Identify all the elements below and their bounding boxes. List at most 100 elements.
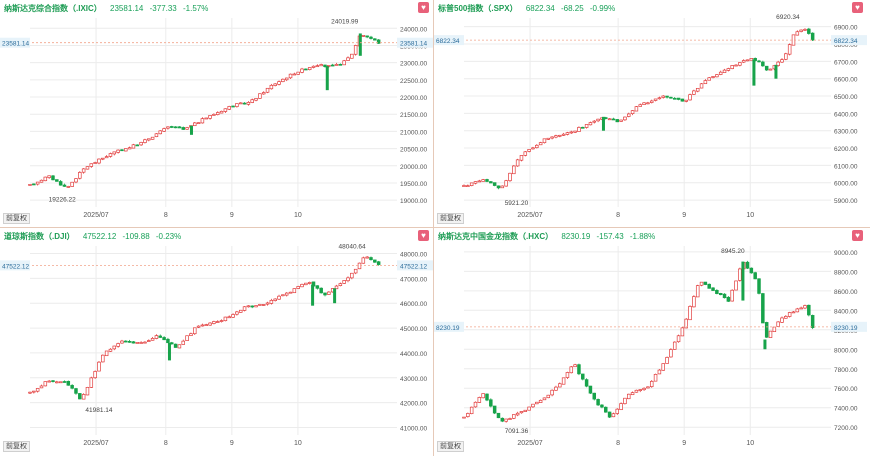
candle-down bbox=[676, 97, 681, 100]
candle-up bbox=[300, 68, 304, 73]
candle-down bbox=[601, 116, 605, 131]
candle-up bbox=[196, 122, 201, 125]
candle-down bbox=[158, 335, 163, 338]
panel-header: 纳斯达克中国金龙指数（.HXC） 8230.19 -157.43 -1.88% bbox=[438, 231, 659, 242]
candle-up bbox=[649, 100, 654, 103]
candle-up bbox=[108, 153, 113, 157]
horizontal-divider bbox=[0, 227, 870, 228]
panel-header: 道琼斯指数（.DJI） 47522.12 -109.88 -0.23% bbox=[4, 231, 185, 242]
panel-hxc[interactable]: 9000.008800.008600.008400.008200.008000.… bbox=[434, 228, 867, 455]
candle-up bbox=[784, 315, 788, 319]
candle-up bbox=[642, 387, 646, 391]
candle-up bbox=[745, 59, 750, 62]
panel-dji[interactable]: 48000.00 47000.00 46000.00 45000.00 44000.00… bbox=[0, 228, 433, 455]
candle-up bbox=[81, 394, 86, 400]
candle-up bbox=[101, 157, 105, 160]
candle-up bbox=[39, 385, 44, 389]
candle-down bbox=[764, 322, 769, 338]
candle-up bbox=[235, 103, 239, 107]
panel-ixic[interactable]: 24000.0023500.0023000.0022500.0022000.00… bbox=[0, 0, 433, 227]
candle-up bbox=[288, 291, 293, 294]
candle-down bbox=[607, 411, 612, 418]
candle-up bbox=[342, 280, 346, 284]
x-tick-label: 9 bbox=[230, 440, 234, 447]
candle-down bbox=[78, 393, 82, 400]
candle-up bbox=[238, 102, 243, 105]
candle-down bbox=[581, 126, 585, 129]
candle-down bbox=[715, 290, 719, 294]
x-tick-label: 9 bbox=[682, 440, 686, 447]
candle-up bbox=[508, 418, 512, 420]
x-tick-label: 2025/07 bbox=[517, 440, 542, 447]
candle-up bbox=[672, 341, 677, 350]
candle-up bbox=[158, 130, 163, 135]
candle-down bbox=[596, 399, 600, 406]
candle-up bbox=[112, 151, 117, 155]
y-tick-label: 6900.00 bbox=[834, 25, 858, 32]
candle-up bbox=[780, 59, 784, 63]
candle-up bbox=[223, 316, 228, 322]
candle-up bbox=[250, 99, 254, 103]
current-price-tag-right bbox=[397, 260, 433, 271]
candle-up bbox=[703, 80, 708, 85]
candle-up bbox=[74, 178, 78, 183]
y-tick-label: 19500.00 bbox=[400, 181, 427, 188]
favorite-heart-icon[interactable]: ♥ bbox=[418, 230, 429, 241]
candle-down bbox=[665, 95, 669, 98]
adjustment-button[interactable]: 前复权 bbox=[3, 441, 30, 452]
current-price-label-left: 6822.34 bbox=[436, 38, 460, 45]
candle-up bbox=[338, 283, 343, 286]
candle-down bbox=[58, 181, 63, 186]
candle-up bbox=[615, 408, 620, 414]
candle-up bbox=[577, 127, 581, 132]
y-tick-label: 48000.00 bbox=[400, 251, 427, 258]
candle-up bbox=[768, 330, 773, 338]
y-tick-label: 6800.00 bbox=[834, 42, 858, 49]
candle-up bbox=[28, 184, 32, 186]
adjustment-button[interactable]: 前复权 bbox=[437, 441, 464, 452]
candle-down bbox=[120, 149, 124, 152]
candle-up bbox=[695, 87, 700, 92]
candle-up bbox=[227, 316, 231, 319]
candle-up bbox=[108, 348, 113, 352]
candle-up bbox=[101, 354, 105, 363]
high-annotation: 8945.20 bbox=[721, 248, 745, 255]
candle-down bbox=[761, 293, 765, 324]
candle-down bbox=[761, 61, 765, 67]
candle-down bbox=[741, 261, 745, 301]
candle-up bbox=[619, 119, 623, 122]
favorite-heart-icon[interactable]: ♥ bbox=[852, 230, 863, 241]
panel-spx[interactable]: 6900.00 6800.00 6700.00 6600.00 6500.00 6400.… bbox=[434, 0, 867, 227]
candle-up bbox=[93, 162, 97, 164]
index-name: 道琼斯指数（.DJI） bbox=[4, 232, 75, 241]
candle-up bbox=[473, 401, 478, 408]
candle-up bbox=[116, 343, 120, 347]
y-tick-label: 45000.00 bbox=[400, 326, 427, 333]
index-change-pct: -1.57% bbox=[183, 4, 209, 13]
candle-up bbox=[642, 102, 646, 105]
candle-up bbox=[70, 181, 74, 187]
candle-up bbox=[196, 325, 201, 328]
index-price: 23581.14 bbox=[110, 4, 144, 13]
candle-up bbox=[523, 151, 528, 156]
adjustment-button[interactable]: 前复权 bbox=[3, 213, 30, 224]
candle-down bbox=[66, 380, 71, 386]
candle-up bbox=[208, 322, 212, 326]
candle-up bbox=[154, 133, 159, 138]
candle-up bbox=[588, 122, 593, 126]
adjustment-button[interactable]: 前复权 bbox=[437, 213, 464, 224]
favorite-heart-icon[interactable]: ♥ bbox=[852, 2, 863, 13]
favorite-heart-icon[interactable]: ♥ bbox=[418, 2, 429, 13]
candle-up bbox=[799, 307, 803, 310]
current-price-label-right: 47522.12 bbox=[400, 263, 427, 270]
y-tick-label: 20000.00 bbox=[400, 164, 427, 171]
candle-up bbox=[638, 104, 642, 107]
candle-down bbox=[600, 404, 604, 408]
x-tick-label: 8 bbox=[616, 212, 620, 219]
candle-up bbox=[504, 180, 508, 187]
low-annotation: 5921.20 bbox=[505, 200, 529, 207]
candle-down bbox=[611, 118, 616, 121]
index-change: -109.88 bbox=[122, 232, 150, 241]
candle-up bbox=[246, 102, 251, 105]
candle-up bbox=[150, 136, 155, 140]
